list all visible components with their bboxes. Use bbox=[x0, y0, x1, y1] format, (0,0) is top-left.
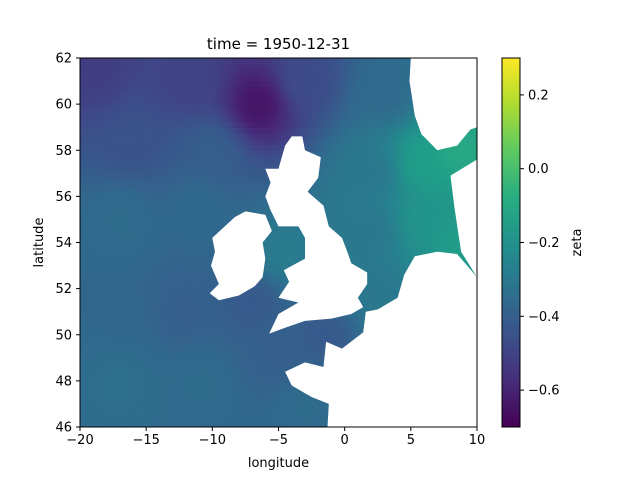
y-tick-label: 62 bbox=[55, 52, 72, 67]
x-axis: −20 −15 −10 −5 0 5 10 bbox=[66, 427, 485, 448]
y-axis: 46 48 50 52 54 56 58 60 62 bbox=[55, 52, 80, 436]
colorbar-tick-label: −0.4 bbox=[528, 310, 560, 325]
colorbar-label: zeta bbox=[570, 229, 585, 257]
y-tick-label: 60 bbox=[55, 98, 72, 113]
colorbar-tick-label: −0.2 bbox=[528, 236, 560, 251]
colorbar-tick-label: 0.0 bbox=[528, 162, 549, 177]
x-tick-label: 10 bbox=[469, 433, 486, 448]
y-tick-label: 46 bbox=[55, 421, 72, 436]
y-tick-label: 58 bbox=[55, 144, 72, 159]
y-tick-label: 52 bbox=[55, 282, 72, 297]
land-scandinavia bbox=[409, 58, 477, 151]
colorbar-ticks: −0.6 −0.4 −0.2 0.0 0.2 bbox=[520, 88, 560, 399]
land-continent bbox=[285, 159, 477, 427]
chart-title: time = 1950-12-31 bbox=[207, 35, 350, 53]
y-tick-label: 56 bbox=[55, 190, 72, 205]
x-tick-label: −20 bbox=[66, 433, 93, 448]
y-tick-label: 50 bbox=[55, 328, 72, 343]
x-tick-label: 0 bbox=[341, 433, 349, 448]
x-tick-label: −15 bbox=[132, 433, 159, 448]
land-ireland bbox=[209, 211, 272, 301]
x-tick-label: −5 bbox=[269, 433, 288, 448]
y-tick-label: 54 bbox=[55, 236, 72, 251]
colorbar-gradient bbox=[502, 58, 520, 427]
y-tick-label: 48 bbox=[55, 374, 72, 389]
x-tick-label: 5 bbox=[407, 433, 415, 448]
colorbar-tick-label: 0.2 bbox=[528, 88, 549, 103]
y-axis-label: latitude bbox=[32, 218, 47, 268]
land-mask bbox=[209, 58, 477, 427]
x-tick-label: −10 bbox=[199, 433, 226, 448]
colorbar-tick-label: −0.6 bbox=[528, 384, 560, 399]
colorbar: −0.6 −0.4 −0.2 0.0 0.2 zeta bbox=[501, 57, 585, 428]
land-great-britain bbox=[265, 136, 368, 334]
x-axis-label: longitude bbox=[248, 456, 309, 471]
